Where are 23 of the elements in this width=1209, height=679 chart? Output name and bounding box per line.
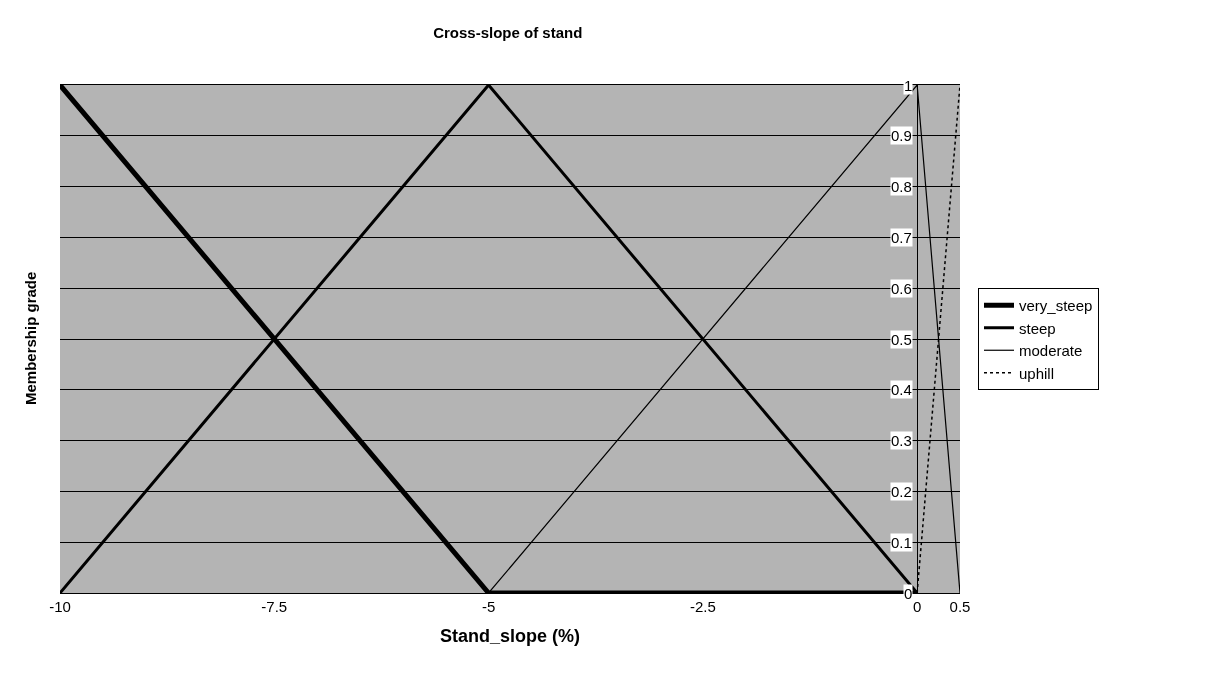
y-tick-label: 0: [904, 585, 913, 602]
y-tick-label: 0.4: [891, 381, 912, 398]
y-tick-label: 0.7: [891, 229, 912, 246]
x-tick-label: -7.5: [261, 598, 288, 615]
legend-label: steep: [1019, 319, 1056, 337]
legend-label: very_steep: [1019, 297, 1093, 315]
legend-label: uphill: [1019, 364, 1055, 382]
y-axis-title: Membership grade: [22, 271, 39, 405]
y-tick-label: 0.3: [891, 432, 912, 449]
x-tick-label: -2.5: [689, 598, 716, 615]
x-tick-label: -10: [49, 598, 71, 615]
y-tick-label: 1: [904, 77, 913, 94]
y-tick-label: 0.6: [891, 280, 912, 297]
y-tick-label: 0.5: [891, 331, 912, 348]
x-tick-label: -5: [481, 598, 496, 615]
x-tick-label: 0.5: [949, 598, 971, 615]
y-tick-label: 0.1: [891, 534, 912, 551]
y-tick-label: 0.9: [891, 127, 912, 144]
y-tick-label: 0.8: [891, 178, 912, 195]
chart-title: Cross-slope of stand: [433, 23, 583, 41]
x-axis-title: Stand_slope (%): [439, 626, 581, 647]
y-tick-label: 0.2: [891, 483, 912, 500]
legend-label: moderate: [1019, 342, 1083, 360]
